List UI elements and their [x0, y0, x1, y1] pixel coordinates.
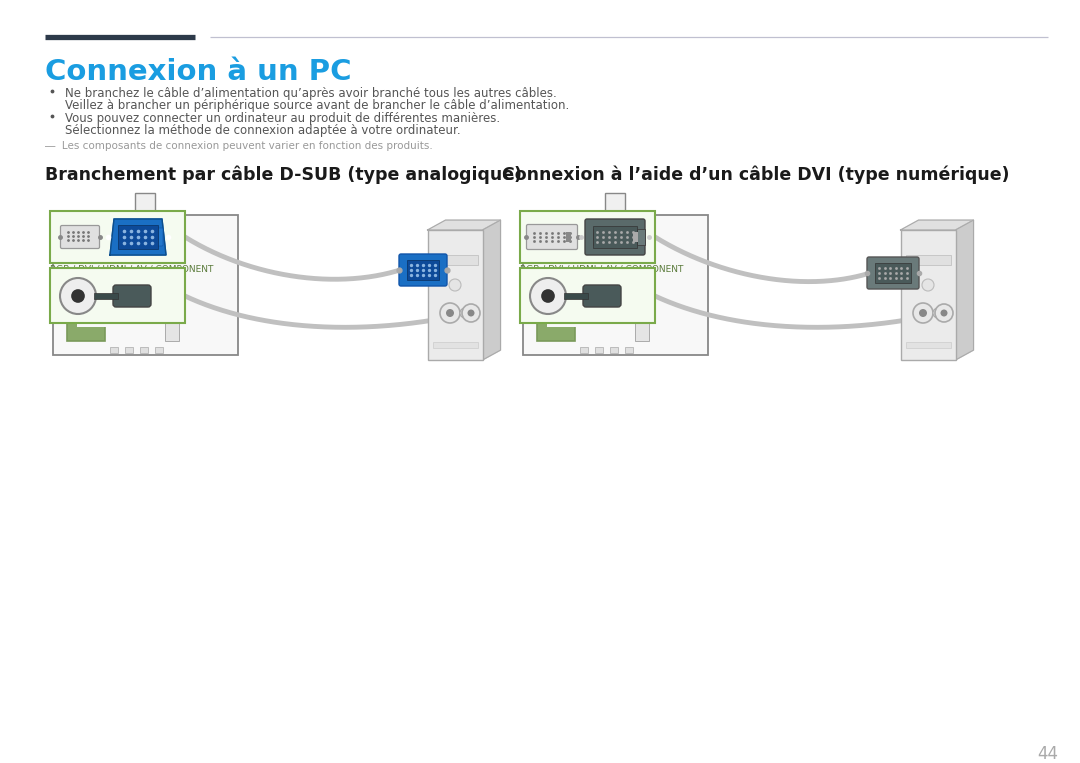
- FancyBboxPatch shape: [50, 268, 185, 323]
- Polygon shape: [956, 220, 973, 360]
- FancyBboxPatch shape: [60, 226, 99, 249]
- Circle shape: [462, 304, 480, 322]
- Bar: [125, 347, 133, 353]
- Bar: [595, 347, 603, 353]
- Bar: [94, 293, 118, 299]
- Circle shape: [440, 303, 460, 323]
- Bar: [77, 285, 108, 327]
- Circle shape: [919, 309, 927, 317]
- FancyBboxPatch shape: [118, 225, 158, 249]
- Bar: [140, 347, 148, 353]
- FancyBboxPatch shape: [519, 268, 654, 323]
- FancyBboxPatch shape: [527, 224, 578, 250]
- FancyBboxPatch shape: [399, 254, 447, 286]
- FancyBboxPatch shape: [583, 285, 621, 307]
- Text: Ne branchez le câble d’alimentation qu’après avoir branché tous les autres câble: Ne branchez le câble d’alimentation qu’a…: [65, 87, 557, 100]
- FancyBboxPatch shape: [151, 228, 163, 246]
- Bar: [633, 232, 638, 242]
- FancyBboxPatch shape: [585, 219, 645, 255]
- FancyBboxPatch shape: [113, 285, 151, 307]
- FancyBboxPatch shape: [593, 226, 637, 248]
- Bar: [537, 289, 575, 341]
- Polygon shape: [428, 220, 500, 230]
- Circle shape: [449, 279, 461, 291]
- Bar: [135, 193, 156, 215]
- Text: / AUDIO IN: / AUDIO IN: [519, 273, 567, 282]
- Text: DVI IN /: DVI IN /: [519, 210, 554, 219]
- Circle shape: [913, 303, 933, 323]
- Bar: [432, 342, 477, 348]
- Circle shape: [60, 278, 96, 314]
- Polygon shape: [110, 219, 166, 255]
- Text: Connexion à un PC: Connexion à un PC: [45, 58, 351, 86]
- FancyBboxPatch shape: [867, 257, 919, 289]
- Bar: [593, 229, 600, 245]
- FancyBboxPatch shape: [519, 211, 654, 263]
- Circle shape: [71, 289, 85, 303]
- FancyBboxPatch shape: [407, 260, 438, 280]
- Bar: [610, 347, 618, 353]
- Text: Vous pouvez connecter un ordinateur au produit de différentes manières.: Vous pouvez connecter un ordinateur au p…: [65, 112, 500, 125]
- Circle shape: [941, 310, 947, 317]
- Circle shape: [468, 310, 474, 317]
- Polygon shape: [483, 220, 500, 360]
- Circle shape: [922, 279, 934, 291]
- Circle shape: [460, 308, 470, 318]
- Bar: [635, 323, 649, 341]
- FancyBboxPatch shape: [123, 228, 135, 246]
- Text: 44: 44: [1038, 745, 1058, 763]
- Text: ―  Les composants de connexion peuvent varier en fonction des produits.: ― Les composants de connexion peuvent va…: [45, 141, 433, 151]
- Bar: [110, 347, 118, 353]
- Circle shape: [933, 308, 943, 318]
- Text: Connexion à l’aide d’un câble DVI (type numérique): Connexion à l’aide d’un câble DVI (type …: [502, 165, 1010, 183]
- Bar: [566, 232, 571, 242]
- Circle shape: [446, 309, 454, 317]
- Bar: [165, 323, 179, 341]
- Text: Branchement par câble D-SUB (type analogique): Branchement par câble D-SUB (type analog…: [45, 165, 522, 183]
- Bar: [432, 255, 477, 265]
- FancyBboxPatch shape: [523, 215, 707, 355]
- FancyBboxPatch shape: [875, 263, 912, 283]
- Text: RGB / DVI / HDMI / AV / COMPONENT: RGB / DVI / HDMI / AV / COMPONENT: [519, 265, 684, 274]
- Text: RGB IN: RGB IN: [50, 218, 82, 227]
- Text: / AUDIO IN: / AUDIO IN: [50, 273, 97, 282]
- Bar: [67, 289, 105, 341]
- Bar: [637, 229, 645, 245]
- Bar: [625, 347, 633, 353]
- Text: Veillez à brancher un périphérique source avant de brancher le câble d’alimentat: Veillez à brancher un périphérique sourc…: [65, 99, 569, 112]
- Bar: [605, 193, 625, 215]
- Bar: [580, 347, 588, 353]
- Polygon shape: [901, 220, 973, 230]
- Bar: [905, 255, 950, 265]
- Bar: [608, 219, 622, 237]
- Circle shape: [541, 289, 555, 303]
- Text: RGB / DVI / HDMI / AV / COMPONENT: RGB / DVI / HDMI / AV / COMPONENT: [50, 265, 214, 274]
- Bar: [905, 342, 950, 348]
- FancyBboxPatch shape: [50, 211, 185, 263]
- FancyBboxPatch shape: [53, 215, 238, 355]
- Bar: [564, 293, 588, 299]
- Circle shape: [530, 278, 566, 314]
- Circle shape: [935, 304, 953, 322]
- Bar: [138, 219, 152, 237]
- Text: Sélectionnez la méthode de connexion adaptée à votre ordinateur.: Sélectionnez la méthode de connexion ada…: [65, 124, 461, 137]
- Bar: [156, 347, 163, 353]
- Bar: [546, 285, 579, 327]
- Bar: [428, 230, 483, 360]
- Bar: [901, 230, 956, 360]
- Text: MAGICINFO IN: MAGICINFO IN: [519, 218, 583, 227]
